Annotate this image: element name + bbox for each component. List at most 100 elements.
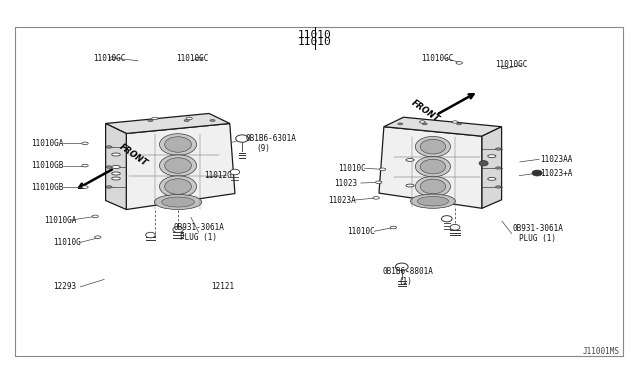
Ellipse shape — [95, 236, 101, 238]
Text: 11023: 11023 — [334, 179, 357, 187]
Text: 12121: 12121 — [211, 282, 235, 291]
Ellipse shape — [417, 196, 449, 206]
Circle shape — [420, 159, 445, 174]
Circle shape — [450, 224, 460, 230]
Ellipse shape — [162, 197, 195, 207]
Circle shape — [164, 158, 191, 173]
Ellipse shape — [488, 177, 496, 180]
Ellipse shape — [92, 215, 99, 218]
Text: 11012G: 11012G — [204, 171, 232, 180]
Text: 11010GC: 11010GC — [495, 60, 528, 69]
Ellipse shape — [154, 195, 202, 209]
Text: 0B1B6-6301A: 0B1B6-6301A — [245, 134, 296, 143]
Text: (1): (1) — [399, 277, 412, 286]
Ellipse shape — [109, 57, 116, 60]
Text: 0B931-3061A: 0B931-3061A — [173, 223, 224, 232]
Text: 11010GC: 11010GC — [421, 54, 453, 62]
Circle shape — [442, 216, 452, 222]
Ellipse shape — [398, 123, 403, 125]
Ellipse shape — [495, 167, 501, 169]
Text: 0B1B6-8801A: 0B1B6-8801A — [383, 267, 433, 276]
Ellipse shape — [422, 123, 428, 125]
Bar — [15, 27, 623, 356]
Circle shape — [420, 179, 445, 194]
Circle shape — [146, 232, 155, 238]
Ellipse shape — [106, 146, 112, 148]
Text: 11010GB: 11010GB — [31, 183, 64, 192]
Ellipse shape — [406, 184, 414, 187]
Ellipse shape — [452, 121, 458, 123]
Text: 11010C: 11010C — [338, 164, 365, 173]
Ellipse shape — [501, 66, 508, 69]
Text: 11023A: 11023A — [328, 196, 355, 205]
Ellipse shape — [410, 194, 456, 208]
Ellipse shape — [495, 186, 501, 188]
Ellipse shape — [82, 142, 88, 145]
Circle shape — [164, 137, 191, 152]
Ellipse shape — [380, 168, 386, 171]
Ellipse shape — [406, 158, 414, 161]
Text: 11010GC: 11010GC — [93, 54, 125, 62]
Ellipse shape — [184, 119, 189, 122]
Ellipse shape — [373, 196, 380, 199]
Ellipse shape — [152, 117, 158, 120]
Text: 11010GB: 11010GB — [31, 161, 64, 170]
Ellipse shape — [106, 166, 112, 168]
Ellipse shape — [106, 186, 112, 188]
Circle shape — [479, 161, 488, 166]
Circle shape — [415, 156, 451, 177]
Text: 0B931-3061A: 0B931-3061A — [513, 224, 564, 233]
Polygon shape — [106, 113, 230, 134]
Text: 12293: 12293 — [53, 282, 76, 291]
Ellipse shape — [495, 148, 501, 150]
Circle shape — [173, 227, 183, 232]
Ellipse shape — [111, 172, 120, 175]
Circle shape — [164, 179, 191, 194]
Text: J11001MS: J11001MS — [583, 347, 620, 356]
Ellipse shape — [210, 119, 215, 122]
Text: 11010C: 11010C — [348, 227, 375, 236]
Text: 11010GA: 11010GA — [31, 139, 64, 148]
Circle shape — [415, 176, 451, 197]
Ellipse shape — [186, 117, 192, 120]
Polygon shape — [482, 127, 502, 208]
Polygon shape — [106, 124, 126, 209]
Ellipse shape — [419, 121, 425, 123]
Text: PLUG (1): PLUG (1) — [519, 234, 556, 243]
Circle shape — [159, 176, 196, 197]
Text: 11010: 11010 — [298, 31, 332, 40]
Ellipse shape — [148, 119, 153, 122]
Ellipse shape — [456, 123, 461, 125]
Polygon shape — [384, 117, 502, 136]
Text: FRONT: FRONT — [118, 142, 149, 168]
Circle shape — [159, 155, 196, 176]
Text: PLUG (1): PLUG (1) — [179, 232, 216, 242]
Text: 11010GA: 11010GA — [44, 216, 77, 225]
Text: 11023AA: 11023AA — [540, 155, 573, 164]
Ellipse shape — [456, 62, 463, 64]
Ellipse shape — [82, 186, 88, 188]
Ellipse shape — [111, 177, 120, 180]
Text: 11023+A: 11023+A — [540, 169, 573, 177]
Text: (9): (9) — [256, 144, 270, 153]
Text: 11010GC: 11010GC — [176, 54, 209, 62]
Ellipse shape — [195, 58, 202, 60]
Ellipse shape — [111, 153, 120, 156]
Text: 11010: 11010 — [298, 37, 332, 47]
Circle shape — [396, 263, 408, 270]
Circle shape — [236, 135, 248, 142]
Text: FRONT: FRONT — [410, 99, 442, 124]
Circle shape — [230, 169, 239, 175]
Polygon shape — [379, 127, 482, 208]
Ellipse shape — [390, 226, 397, 229]
Ellipse shape — [488, 155, 496, 158]
Polygon shape — [126, 124, 235, 209]
Circle shape — [420, 139, 445, 154]
Circle shape — [415, 137, 451, 157]
Circle shape — [532, 170, 542, 176]
Ellipse shape — [111, 166, 120, 169]
Ellipse shape — [82, 164, 88, 167]
Circle shape — [159, 134, 196, 155]
Text: 11010G: 11010G — [53, 238, 81, 247]
Ellipse shape — [376, 181, 382, 184]
